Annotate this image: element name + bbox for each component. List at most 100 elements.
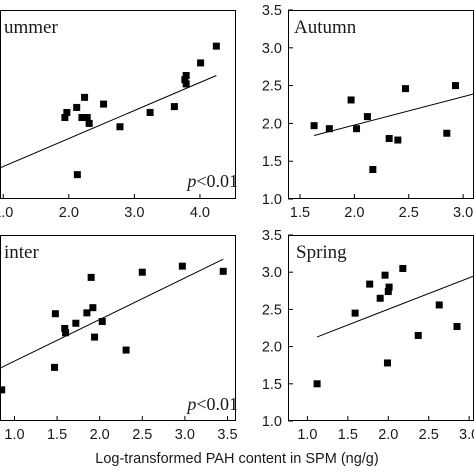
panel-title-autumn: Autumn (294, 17, 357, 38)
p-threshold: <0.01 (196, 394, 238, 414)
y-tick-label-autumn: 3.5 (262, 3, 282, 19)
x-tick-label-autumn: 2.5 (399, 205, 419, 221)
data-point-autumn (353, 125, 361, 133)
x-tick-label-spring: 2.0 (378, 427, 398, 443)
x-axis-label: Log-transformed PAH content in SPM (ng/g… (95, 451, 378, 467)
series-summer (0, 42, 220, 179)
data-point-winter (219, 267, 227, 275)
x-tick-label-autumn: 3.0 (453, 205, 473, 221)
panel-summer: 1.0 2.0 3.0 4.0 ummer p<0.01 (0, 10, 238, 221)
x-tick-label-spring: 1.5 (338, 427, 358, 443)
plot-frame-winter (0, 235, 236, 421)
y-tick-label-spring: 1.0 (262, 414, 282, 430)
data-point-spring (383, 359, 391, 367)
data-point-autumn (452, 82, 460, 90)
data-point-autumn (401, 85, 409, 93)
data-point-winter (138, 268, 146, 276)
data-point-winter (122, 346, 130, 354)
plot-frame-summer (0, 10, 236, 199)
data-point-summer (116, 123, 124, 131)
trend-line-spring (316, 275, 474, 338)
p-symbol: p (185, 171, 196, 191)
panel-title-summer: ummer (4, 17, 58, 38)
data-point-winter (62, 329, 70, 337)
data-point-summer (85, 119, 93, 127)
data-point-spring (366, 280, 374, 288)
x-tick-label-spring: 1.0 (297, 427, 317, 443)
data-point-winter (72, 319, 80, 327)
series-winter (0, 258, 227, 394)
panel-winter: 1.0 1.5 2.0 2.5 3.0 3.5 inter p<0.01 (0, 235, 238, 443)
data-point-summer (170, 103, 178, 111)
data-point-summer (63, 108, 71, 116)
x-tick-label-winter: 3.0 (175, 427, 195, 443)
data-point-autumn (369, 166, 377, 174)
y-tick-label-spring: 3.0 (262, 265, 282, 281)
data-point-summer (81, 93, 89, 101)
data-point-winter (98, 318, 106, 326)
data-point-spring (313, 380, 321, 388)
x-tick-label-spring: 2.5 (419, 427, 439, 443)
data-point-summer (182, 80, 190, 88)
data-point-summer (181, 76, 189, 84)
data-point-spring (376, 294, 384, 302)
data-point-summer (83, 114, 91, 122)
data-point-summer (73, 103, 81, 111)
y-tick-label-autumn: 3.0 (262, 41, 282, 57)
panel-title-spring: Spring (296, 242, 347, 263)
p-value-annotation-winter: p<0.01 (185, 394, 238, 414)
data-point-spring (381, 271, 389, 279)
data-point-autumn (347, 96, 355, 104)
data-point-autumn (443, 129, 451, 137)
data-point-spring (453, 323, 461, 331)
data-point-summer (100, 100, 108, 108)
trend-line-autumn (313, 93, 474, 136)
data-point-summer (61, 114, 69, 122)
x-tick-label-summer: 3.0 (124, 205, 144, 221)
x-tick-label-winter: 2.5 (132, 427, 152, 443)
data-point-winter (178, 262, 186, 270)
plot-frame-autumn (288, 10, 474, 199)
y-tick-label-spring: 2.5 (262, 302, 282, 318)
y-tick-label-spring: 1.5 (262, 377, 282, 393)
data-point-winter (51, 363, 59, 371)
data-point-summer (73, 171, 81, 179)
x-tick-label-autumn: 1.5 (290, 205, 310, 221)
x-tick-label-spring: 3.0 (459, 427, 474, 443)
x-tick-label-summer: 4.0 (190, 205, 210, 221)
data-point-winter (91, 333, 99, 341)
data-point-autumn (385, 135, 393, 143)
series-autumn (310, 82, 474, 174)
y-tick-label-autumn: 1.5 (262, 154, 282, 170)
panel-title-winter: inter (4, 242, 39, 263)
x-tick-label-winter: 1.5 (47, 427, 67, 443)
data-point-summer (146, 108, 154, 116)
x-tick-label-winter: 1.0 (4, 427, 24, 443)
data-point-winter (0, 386, 6, 394)
series-spring (313, 264, 474, 388)
data-point-spring (384, 288, 392, 296)
y-tick-label-autumn: 2.5 (262, 79, 282, 95)
data-point-winter (87, 273, 95, 281)
data-point-spring (385, 283, 393, 291)
x-tick-label-autumn: 2.0 (344, 205, 364, 221)
data-point-autumn (325, 125, 333, 133)
trend-line-summer (0, 75, 217, 169)
plot-frame-spring (288, 235, 474, 421)
data-point-spring (435, 301, 443, 309)
y-tick-label-autumn: 2.0 (262, 116, 282, 132)
p-symbol: p (185, 394, 196, 414)
panel-autumn: 1.5 2.0 2.5 3.0 1.0 1.5 2.0 2.5 3.0 3.5 Autumn (262, 3, 474, 221)
y-tick-label-spring: 2.0 (262, 340, 282, 356)
data-point-winter (61, 324, 69, 332)
p-threshold: <0.01 (196, 171, 238, 191)
x-tick-label-winter: 2.0 (90, 427, 110, 443)
data-point-summer (212, 42, 220, 50)
data-point-summer (197, 59, 205, 67)
data-point-spring (351, 309, 359, 317)
data-point-winter (83, 309, 91, 317)
x-tick-label-winter: 3.5 (217, 427, 237, 443)
panel-spring: 1.0 1.5 2.0 2.5 3.0 1.0 1.5 2.0 2.5 3.0 3.5 Spring (262, 228, 474, 443)
data-point-autumn (394, 136, 402, 144)
